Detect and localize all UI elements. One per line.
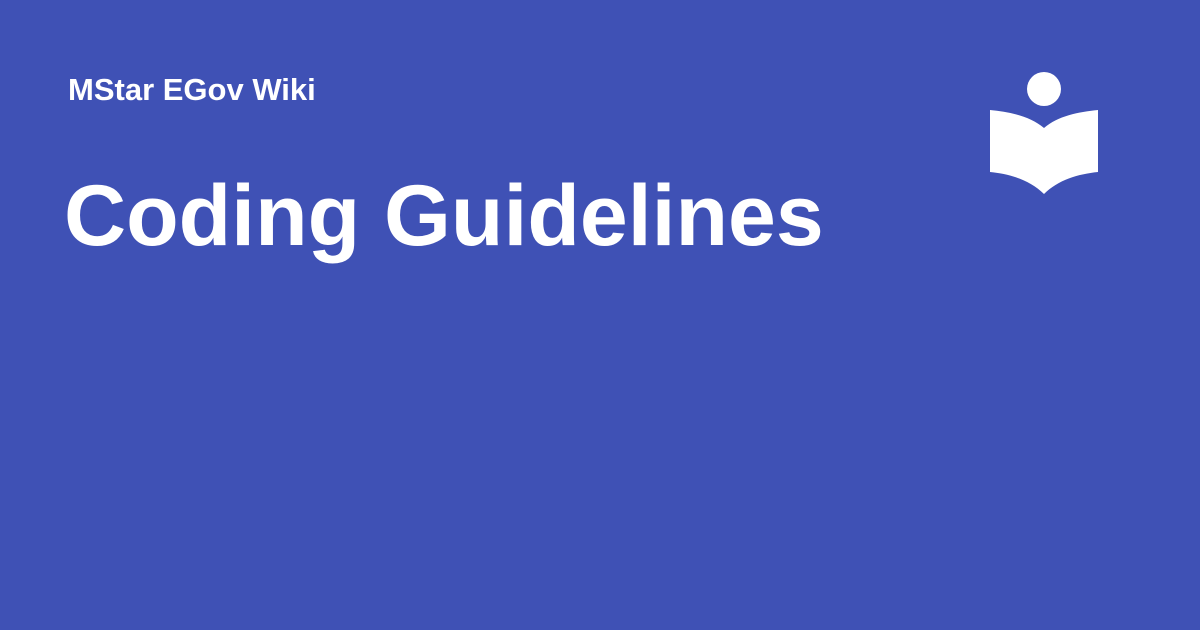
reader-book-icon — [990, 72, 1098, 196]
page-title: Coding Guidelines — [64, 168, 824, 264]
site-name: MStar EGov Wiki — [68, 72, 316, 107]
